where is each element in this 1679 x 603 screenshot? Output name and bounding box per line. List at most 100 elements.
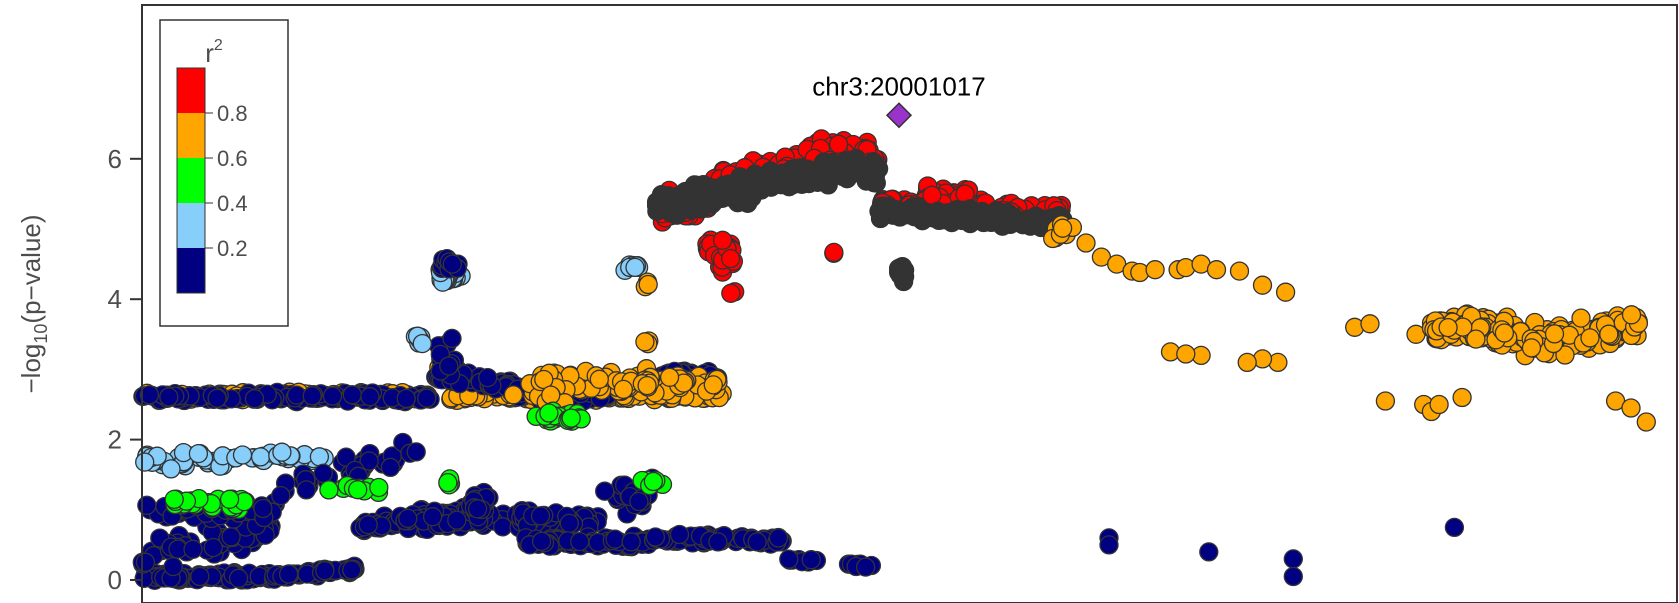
scatter-point (313, 463, 333, 483)
scatter-point (605, 529, 625, 549)
scatter-point (1283, 566, 1303, 587)
scatter-point (302, 386, 322, 406)
scatter-point (221, 527, 241, 547)
scatter-point (768, 528, 789, 548)
scatter-point (380, 457, 401, 478)
scatter-point (163, 556, 183, 577)
scatter-point (531, 531, 552, 551)
scatter-point (1466, 329, 1486, 349)
scatter-point (359, 451, 379, 471)
scatter-point (1429, 394, 1449, 415)
scatter-points (132, 129, 1656, 590)
scatter-point (447, 510, 467, 530)
scatter-point (703, 375, 723, 395)
scatter-point (541, 385, 561, 405)
scatter-point (721, 283, 741, 303)
scatter-point (828, 134, 849, 154)
legend-label: 0.2 (217, 236, 248, 261)
scatter-point (645, 527, 666, 547)
scatter-point (643, 471, 664, 492)
scatter-point (784, 163, 804, 183)
scatter-point (188, 443, 209, 464)
scatter-point (412, 333, 432, 354)
scatter-point (720, 248, 741, 269)
scatter-point (467, 499, 488, 519)
scatter-point (271, 485, 291, 506)
scatter-point (638, 274, 658, 295)
scatter-point (342, 385, 362, 405)
scatter-point (629, 491, 649, 512)
scatter-point (1438, 317, 1458, 338)
scatter-point (779, 549, 799, 569)
scatter-point (659, 367, 680, 387)
scatter-point (348, 480, 368, 500)
scatter-point (1283, 549, 1303, 569)
scatter-point (296, 480, 316, 500)
scatter-point (503, 385, 524, 405)
scatter-point (801, 550, 821, 570)
scatter-point (1252, 275, 1273, 295)
scatter-point (439, 356, 459, 376)
scatter-point (625, 257, 645, 278)
legend-swatch (177, 158, 205, 203)
scatter-point (1544, 324, 1565, 344)
scatter-point (1052, 218, 1073, 238)
scatter-point (1452, 387, 1472, 408)
legend: r2 0.80.60.40.2 (159, 19, 289, 327)
scatter-point (207, 388, 227, 408)
scatter-point (847, 162, 867, 182)
scatter-point (1360, 314, 1380, 334)
scatter-point (369, 477, 389, 498)
scatter-point (855, 557, 876, 577)
scatter-point (656, 199, 676, 219)
scatter-point (1621, 305, 1642, 325)
scatter-point (747, 532, 767, 552)
scatter-point (1621, 398, 1641, 418)
scatter-point (559, 513, 579, 533)
scatter-point (960, 205, 980, 226)
scatter-point (322, 386, 343, 406)
scatter-point (589, 369, 609, 389)
legend-swatch (177, 203, 205, 248)
scatter-point (669, 524, 690, 545)
scatter-point (183, 539, 203, 559)
scatter-point (1571, 308, 1591, 328)
scatter-point (595, 481, 615, 501)
legend-label: 0.4 (217, 191, 248, 216)
scatter-point (190, 566, 210, 587)
scatter-point (712, 230, 733, 250)
scatter-point (360, 387, 380, 407)
y-axis: 0 2 4 6 (108, 5, 143, 603)
scatter-point (135, 552, 156, 572)
scatter-point (319, 480, 339, 500)
scatter-point (1176, 344, 1196, 364)
scatter-point (635, 332, 655, 352)
lead-snp-marker (885, 102, 913, 129)
scatter-point (417, 388, 437, 408)
scatter-point (1599, 324, 1619, 344)
scatter-point (1636, 412, 1656, 432)
scatter-point (219, 489, 240, 509)
y-tick-label: 2 (108, 425, 122, 455)
scatter-point (1006, 209, 1026, 229)
y-tick-label: 6 (108, 144, 122, 174)
scatter-point (478, 367, 498, 388)
scatter-point (228, 568, 249, 588)
lead-snp: chr3:20001017 (812, 71, 986, 129)
scatter-point (438, 472, 458, 493)
y-tick-label: 4 (108, 284, 122, 314)
lead-snp-label: chr3:20001017 (812, 71, 985, 101)
scatter-point (561, 408, 581, 428)
scatter-point (1580, 328, 1600, 348)
scatter-point (137, 495, 157, 515)
scatter-point (1275, 282, 1296, 302)
scatter-point (396, 388, 416, 409)
scatter-point (824, 242, 844, 263)
scatter-point (890, 202, 910, 223)
scatter-point (812, 154, 833, 175)
scatter-point (621, 532, 641, 552)
legend-swatch (177, 113, 205, 158)
y-tick-label: 0 (108, 565, 122, 595)
scatter-point (159, 387, 179, 407)
scatter-point (740, 179, 760, 199)
